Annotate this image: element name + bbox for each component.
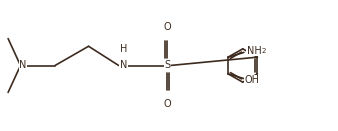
Text: NH: NH [246,46,261,56]
Text: OH: OH [245,75,260,85]
Text: H: H [120,44,127,54]
Text: S: S [164,61,170,70]
Text: N: N [120,61,127,70]
Text: 2: 2 [261,48,266,54]
Text: O: O [164,22,171,32]
Text: O: O [164,99,171,109]
Text: N: N [20,61,27,70]
